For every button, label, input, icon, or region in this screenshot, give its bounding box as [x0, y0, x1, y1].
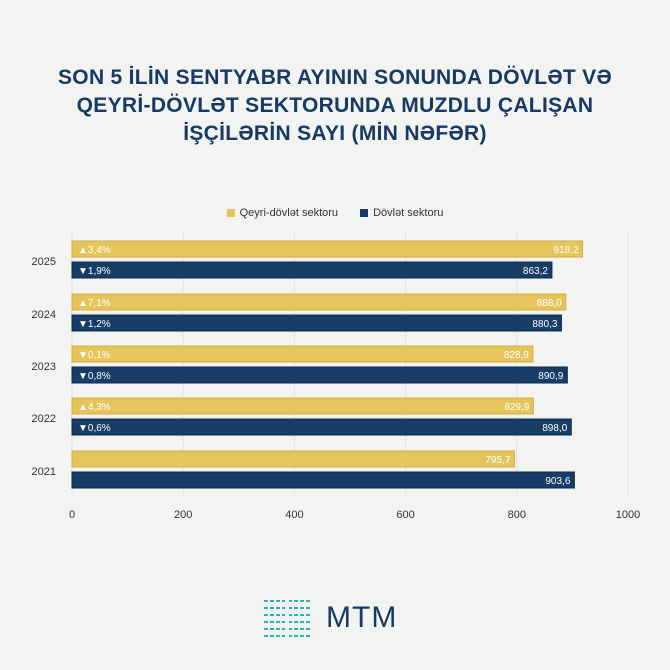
x-tick-label: 0 — [69, 509, 75, 521]
change-label: ▲4,3% — [78, 402, 111, 413]
change-label: ▼1,2% — [78, 319, 111, 330]
title-line: QEYRİ-DÖVLƏT SEKTORUNDA MUZDLU ÇALIŞAN — [76, 94, 594, 117]
bar-nonstate — [71, 240, 584, 258]
bar-state — [71, 418, 572, 436]
bar-value-label: 888,0 — [537, 298, 562, 309]
bar-state — [71, 261, 553, 279]
bar-value-label: 795,7 — [485, 455, 510, 466]
y-category-label: 2025 — [32, 256, 56, 268]
logo-icon — [264, 598, 312, 638]
title-line: İŞÇİLƏRİN SAYI (MİN NƏFƏR) — [183, 122, 487, 145]
chart-title: SON 5 İLİN SENTYABR AYININ SONUNDA DÖVLƏ… — [0, 64, 670, 148]
y-category-label: 2021 — [32, 466, 56, 478]
bar-value-label: 863,2 — [523, 266, 548, 277]
bar-value-label: 880,3 — [532, 319, 557, 330]
title-line: SON 5 İLİN SENTYABR AYININ SONUNDA DÖVLƏ… — [58, 66, 612, 89]
y-category-label: 2023 — [32, 361, 56, 373]
bar-value-label: 903,6 — [545, 476, 570, 487]
change-label: ▼0,8% — [78, 371, 111, 382]
logo: MTM — [262, 598, 397, 638]
bar-state — [71, 471, 575, 489]
logo-text: MTM — [326, 601, 398, 634]
x-tick-label: 400 — [285, 509, 303, 521]
y-category-label: 2024 — [32, 309, 56, 321]
bar-value-label: 828,9 — [504, 350, 529, 361]
x-tick-label: 200 — [174, 509, 192, 521]
y-category-label: 2022 — [32, 413, 56, 425]
x-tick-label: 1000 — [616, 509, 640, 521]
legend-item-nonstate: Qeyri-dövlət sektoru — [226, 207, 338, 219]
bar-state — [71, 366, 568, 384]
bar-value-label: 829,9 — [504, 402, 529, 413]
legend: Qeyri-dövlət sektoru Dövlət sektoru — [0, 207, 670, 219]
legend-item-state: Dövlət sektoru — [360, 207, 443, 219]
bar-state — [71, 314, 562, 332]
bar-nonstate — [71, 345, 534, 363]
x-tick-label: 600 — [396, 509, 414, 521]
bar-value-label: 918,2 — [553, 245, 578, 256]
bar-nonstate — [71, 450, 515, 468]
bar-value-label: 890,9 — [538, 371, 563, 382]
change-label: ▼0,1% — [78, 350, 111, 361]
x-tick-label: 800 — [508, 509, 526, 521]
change-label: ▼1,9% — [78, 266, 111, 277]
change-label: ▲7,1% — [78, 298, 111, 309]
bar-nonstate — [71, 397, 534, 415]
bar-nonstate — [71, 293, 567, 311]
change-label: ▲3,4% — [78, 245, 111, 256]
change-label: ▼0,6% — [78, 423, 111, 434]
bar-value-label: 898,0 — [542, 423, 567, 434]
